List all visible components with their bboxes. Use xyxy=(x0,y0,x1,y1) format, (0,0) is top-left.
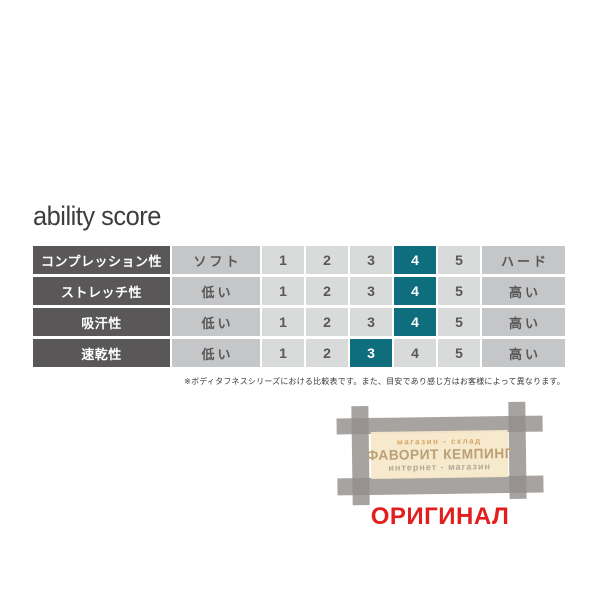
score-cell: 1 xyxy=(262,308,304,336)
footnote-text: ※ボディタフネスシリーズにおける比較表です。また、目安であり感じ方はお客様によっ… xyxy=(184,377,565,386)
score-cell: 4 xyxy=(394,277,436,305)
score-cell: 3 xyxy=(350,339,392,367)
watermark-tagline-bottom: интернет - магазин xyxy=(388,461,491,473)
scale-left-label: 低い xyxy=(172,339,260,367)
score-cell: 2 xyxy=(306,277,348,305)
score-cell: 5 xyxy=(438,308,480,336)
row-header-compression: コンプレッション性 xyxy=(33,246,170,274)
score-cell: 2 xyxy=(306,246,348,274)
page-title: ability score xyxy=(33,201,161,231)
watermark-logo-panel: магазин - склад ФАВОРИТ КЕМПИНГ интернет… xyxy=(366,430,513,479)
score-cell: 5 xyxy=(438,339,480,367)
scale-left-label: ソフト xyxy=(172,246,260,274)
score-cell: 3 xyxy=(350,277,392,305)
score-cell: 3 xyxy=(350,308,392,336)
ability-score-table: コンプレッション性 ソフト 1 2 3 4 5 ハード ストレッチ性 低い 1 … xyxy=(33,246,565,367)
score-cell: 2 xyxy=(306,339,348,367)
original-stamp-text: ОРИГИНАЛ xyxy=(370,503,510,530)
score-cell: 1 xyxy=(262,339,304,367)
score-cell: 5 xyxy=(438,277,480,305)
watermark-brand-name: ФАВОРИТ КЕМПИНГ xyxy=(366,444,513,463)
scale-right-label: 高い xyxy=(482,339,565,367)
score-cell: 2 xyxy=(306,308,348,336)
score-cell: 5 xyxy=(438,246,480,274)
score-cell: 1 xyxy=(262,277,304,305)
sign-bottom-rail xyxy=(337,475,544,496)
score-cell: 4 xyxy=(394,246,436,274)
score-cell: 4 xyxy=(394,308,436,336)
scale-right-label: 高い xyxy=(482,277,565,305)
scale-left-label: 低い xyxy=(172,277,260,305)
row-header-quick-dry: 速乾性 xyxy=(33,339,170,367)
row-header-stretch: ストレッチ性 xyxy=(33,277,170,305)
score-cell: 4 xyxy=(394,339,436,367)
scale-right-label: 高い xyxy=(482,308,565,336)
score-cell: 1 xyxy=(262,246,304,274)
row-header-sweat-absorption: 吸汗性 xyxy=(33,308,170,336)
score-cell: 3 xyxy=(350,246,392,274)
watermark-sign-frame: магазин - склад ФАВОРИТ КЕМПИНГ интернет… xyxy=(336,401,544,506)
scale-right-label: ハード xyxy=(482,246,565,274)
scale-left-label: 低い xyxy=(172,308,260,336)
